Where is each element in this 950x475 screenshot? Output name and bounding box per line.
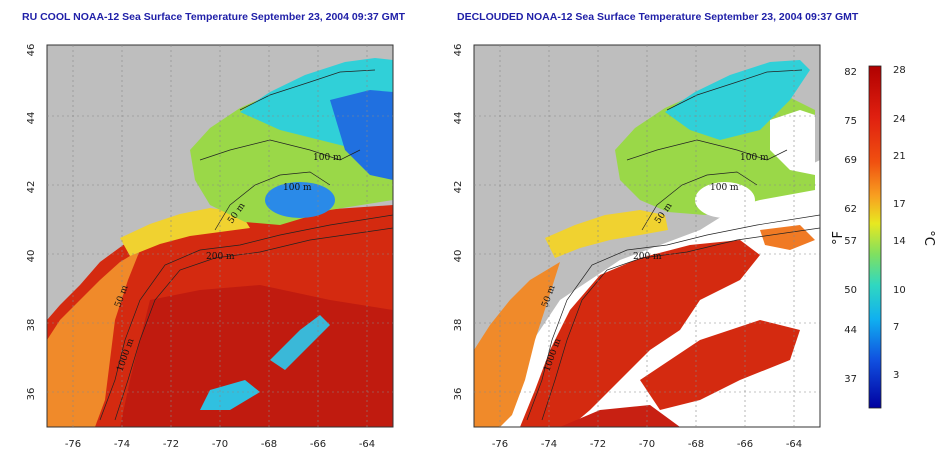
fahrenheit-unit-label: °F (831, 231, 846, 245)
left-cold-streak (270, 315, 330, 370)
left-georges-bank-cold (265, 182, 335, 218)
right-map-title: DECLOUDED NOAA-12 Sea Surface Temperatur… (457, 11, 859, 23)
right-contour-label: 100 m (740, 153, 769, 163)
lon-tick-label: -66 (737, 439, 753, 450)
lon-tick-label: -76 (65, 439, 81, 450)
lat-tick-label: 46 (453, 44, 464, 57)
lon-tick-label: -68 (261, 439, 277, 450)
right-cyan-water (665, 60, 810, 140)
left-hot-water (120, 285, 393, 427)
right-lon-axis: -76 -74 -72 -70 -68 -66 -64 (492, 439, 802, 450)
lat-tick-label: 36 (26, 388, 37, 401)
fahrenheit-tick: 62 (844, 204, 857, 215)
left-yellow-band (120, 208, 250, 256)
right-yellow-band (545, 210, 668, 258)
celsius-tick: 3 (893, 370, 899, 381)
left-lat-axis: 46 44 42 40 38 36 (26, 44, 37, 401)
right-cloud-hole-2 (770, 110, 815, 175)
lon-tick-label: -70 (212, 439, 228, 450)
lon-tick-label: -72 (590, 439, 606, 450)
lon-tick-label: -66 (310, 439, 326, 450)
left-contour-label: 200 m (206, 252, 235, 262)
fahrenheit-ticks: 82 75 69 62 57 50 44 37 (844, 67, 857, 385)
right-warm-patch-2 (560, 405, 680, 427)
lon-tick-label: -68 (688, 439, 704, 450)
lat-tick-label: 44 (453, 112, 464, 125)
celsius-tick: 21 (893, 151, 906, 162)
colorbar-gradient (868, 65, 882, 409)
celsius-tick: 28 (893, 65, 906, 76)
celsius-tick: 24 (893, 114, 906, 125)
lon-tick-label: -74 (114, 439, 130, 450)
fahrenheit-tick: 75 (844, 116, 857, 127)
fahrenheit-tick: 82 (844, 67, 857, 78)
lat-tick-label: 38 (26, 319, 37, 332)
left-blue-water (330, 90, 393, 180)
left-graticule (47, 45, 393, 427)
fahrenheit-tick: 44 (844, 325, 857, 336)
left-lon-axis: -76 -74 -72 -70 -68 -66 -64 (65, 439, 375, 450)
lat-tick-label: 44 (26, 112, 37, 125)
lon-tick-label: -64 (786, 439, 802, 450)
right-contour-label: 100 m (710, 183, 739, 193)
lon-tick-label: -72 (163, 439, 179, 450)
left-map: 100 m 100 m 50 m 200 m 50 m 1000 m -76 -… (26, 44, 394, 450)
right-warm-patch (640, 320, 800, 410)
left-contour-label: 100 m (283, 183, 312, 193)
left-cold-streak-2 (200, 380, 260, 410)
right-contour-label: 200 m (633, 252, 662, 262)
fahrenheit-tick: 37 (844, 374, 857, 385)
colorbar: 82 75 69 62 57 50 44 37 28 24 21 17 14 1… (831, 65, 936, 409)
fahrenheit-tick: 57 (844, 236, 857, 247)
lat-tick-label: 46 (26, 44, 37, 57)
lat-tick-label: 42 (26, 181, 37, 194)
lon-tick-label: -76 (492, 439, 508, 450)
lon-tick-label: -70 (639, 439, 655, 450)
lat-tick-label: 38 (453, 319, 464, 332)
left-map-title: RU COOL NOAA-12 Sea Surface Temperature … (22, 11, 406, 23)
celsius-tick: 7 (893, 322, 899, 333)
celsius-tick: 10 (893, 285, 906, 296)
right-contours (526, 69, 820, 421)
fahrenheit-tick: 69 (844, 155, 857, 166)
lat-tick-label: 40 (26, 250, 37, 263)
left-contour-label: 100 m (313, 153, 342, 163)
lat-tick-label: 36 (453, 388, 464, 401)
celsius-tick: 14 (893, 236, 906, 247)
celsius-tick: 17 (893, 199, 906, 210)
fahrenheit-tick: 50 (844, 285, 857, 296)
right-map: 100 m 100 m 50 m 200 m 50 m 1000 m -76 -… (453, 44, 821, 450)
celsius-ticks: 28 24 21 17 14 10 7 3 (893, 65, 906, 381)
lat-tick-label: 42 (453, 181, 464, 194)
lat-tick-label: 40 (453, 250, 464, 263)
left-contours (99, 69, 393, 421)
right-graticule (474, 45, 820, 427)
right-shelf-water (474, 262, 560, 427)
lon-tick-label: -64 (359, 439, 375, 450)
lon-tick-label: -74 (541, 439, 557, 450)
right-orange-patch (760, 225, 815, 250)
right-lat-axis: 46 44 42 40 38 36 (453, 44, 464, 401)
celsius-unit-label: °C (921, 230, 936, 246)
right-cloud-hole (695, 182, 755, 218)
right-warm-water (520, 240, 760, 427)
left-shelf-water (47, 250, 140, 427)
